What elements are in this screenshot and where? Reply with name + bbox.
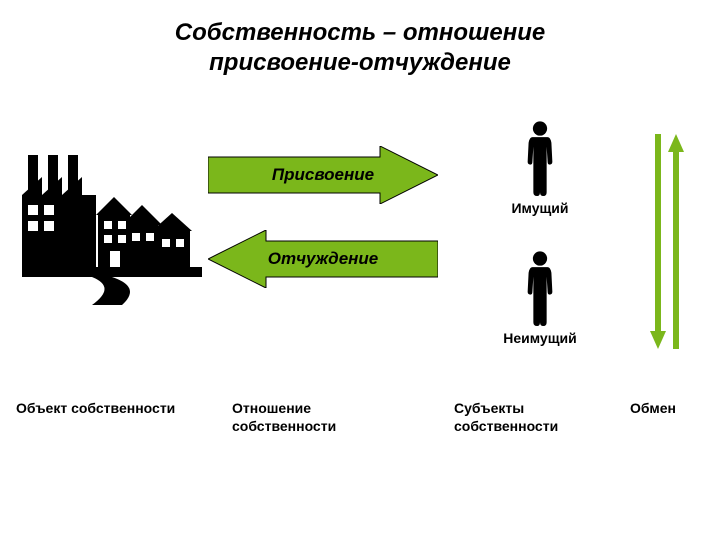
exchange-arrows (646, 134, 690, 354)
caption-exchange: Обмен (630, 400, 676, 418)
caption-relation: Отношение собственности (232, 400, 336, 435)
person-have-label: Имущий (500, 200, 580, 216)
person-have: Имущий (500, 120, 580, 216)
title-line-1: Собственность – отношение (0, 18, 720, 48)
arrow-alienation: Отчуждение (208, 230, 438, 288)
caption-object: Объект собственности (16, 400, 175, 418)
caption-subjects: Субъекты собственности (454, 400, 558, 435)
person-icon (521, 250, 559, 326)
person-have-not-label: Неимущий (500, 330, 580, 346)
slide-title: Собственность – отношение присвоение-отч… (0, 0, 720, 78)
arrow-appropriation: Присвоение (208, 146, 438, 204)
property-object-icon (22, 155, 202, 305)
diagram-area: Присвоение Отчуждение Имущий Неимущий (0, 110, 720, 490)
person-have-not: Неимущий (500, 250, 580, 346)
arrow-appropriation-label: Присвоение (208, 146, 438, 204)
title-line-2: присвоение-отчуждение (0, 48, 720, 78)
person-icon (521, 120, 559, 196)
arrow-alienation-label: Отчуждение (208, 230, 438, 288)
